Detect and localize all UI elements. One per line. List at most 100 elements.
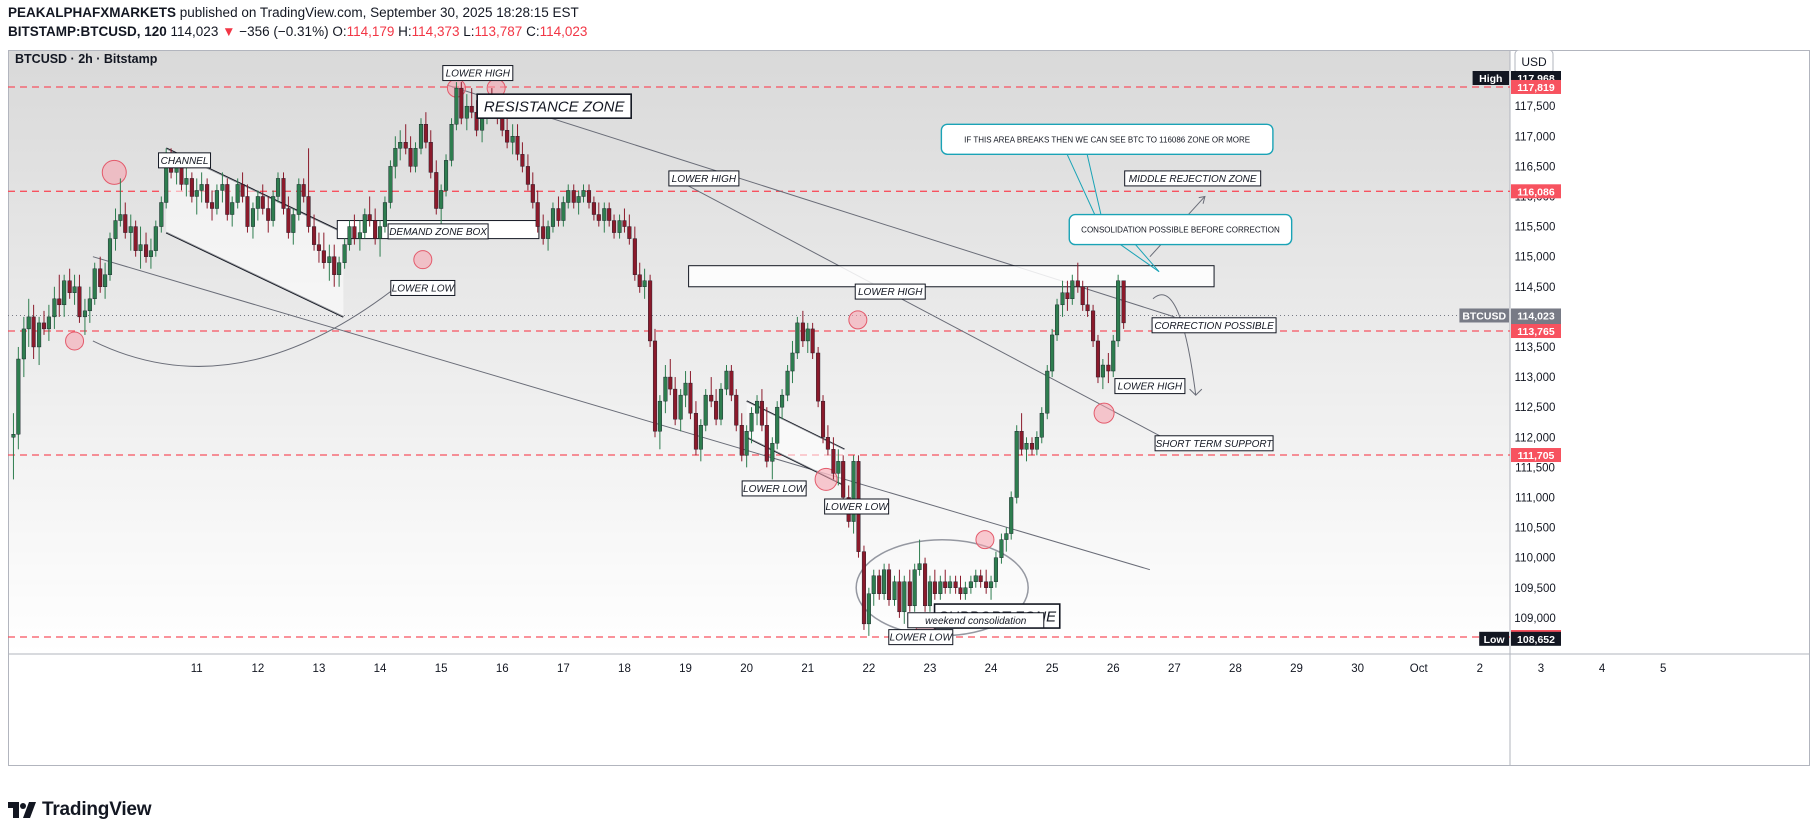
candle-down bbox=[423, 124, 428, 143]
candle-up bbox=[26, 316, 31, 330]
candle-down bbox=[1075, 280, 1080, 287]
time-axis[interactable]: 11 12 13 14 15 16 17 18 19 20 21 22 23 24 25 26 27 28 29 30… bbox=[191, 663, 1667, 675]
time-tick-label: 4 bbox=[1599, 663, 1606, 675]
symbol-name[interactable]: BITSTAMP:BTCUSD, 120 bbox=[8, 24, 167, 39]
pivot-marker bbox=[65, 331, 85, 351]
candle-up bbox=[989, 581, 994, 588]
candle-down bbox=[367, 214, 372, 221]
candle-up bbox=[118, 214, 123, 221]
open-label: O: bbox=[332, 24, 347, 39]
candle-down bbox=[1019, 431, 1024, 450]
price-tick-label: 110,500 bbox=[1515, 523, 1556, 535]
candle-up bbox=[327, 256, 332, 263]
candle-up bbox=[37, 322, 42, 348]
candle-up bbox=[138, 244, 143, 251]
candle-down bbox=[734, 394, 739, 426]
candle-down bbox=[459, 87, 464, 119]
candle-up bbox=[255, 196, 260, 209]
price-tick-label: 113,000 bbox=[1515, 372, 1556, 384]
candle-up bbox=[1009, 497, 1014, 534]
chart-area[interactable]: BTCUSD · 2h · Bitstamp USD RESISTANCE ZO… bbox=[8, 50, 1810, 766]
candle-down bbox=[714, 400, 719, 420]
candle-up bbox=[46, 316, 51, 330]
candle-up bbox=[968, 581, 973, 588]
candle-up bbox=[194, 190, 199, 197]
annotation-box bbox=[824, 498, 890, 515]
candle-down bbox=[978, 575, 983, 582]
candle-down bbox=[535, 202, 540, 227]
pivot-marker bbox=[814, 467, 838, 491]
low-label: L: bbox=[463, 24, 475, 39]
annotation-label: weekend consolidation bbox=[925, 616, 1027, 627]
candle-down bbox=[408, 148, 413, 167]
time-tick-label: 16 bbox=[496, 663, 509, 675]
time-tick-label: 3 bbox=[1538, 663, 1544, 675]
price-badge-value: 116,086 bbox=[1517, 186, 1555, 198]
candle-up bbox=[744, 431, 749, 456]
low-value: 113,787 bbox=[474, 24, 523, 39]
annotation-box bbox=[1154, 435, 1274, 452]
candle-down bbox=[260, 196, 265, 209]
candle-up bbox=[72, 286, 77, 293]
price-badge-tag bbox=[1459, 308, 1509, 323]
pivot-marker bbox=[101, 159, 127, 185]
candle-up bbox=[62, 280, 67, 306]
price-badge-value: 113,765 bbox=[1517, 326, 1555, 338]
candle-up bbox=[805, 328, 810, 342]
candle-down bbox=[1085, 304, 1090, 312]
candle-down bbox=[877, 575, 882, 594]
candle-down bbox=[541, 226, 546, 239]
candle-up bbox=[948, 581, 953, 588]
candle-down bbox=[1091, 310, 1096, 342]
author-name[interactable]: PEAKALPHAFXMARKETS bbox=[8, 5, 177, 20]
candle-down bbox=[434, 172, 439, 209]
candle-up bbox=[275, 178, 281, 197]
candle-up bbox=[510, 136, 515, 143]
time-tick-label: 11 bbox=[191, 663, 203, 675]
candle-up bbox=[882, 569, 887, 594]
price-badge bbox=[1511, 448, 1561, 463]
chart-legend: BTCUSD · 2h · Bitstamp bbox=[15, 52, 158, 66]
pivot-marker bbox=[1093, 402, 1115, 424]
candle-up bbox=[159, 202, 164, 227]
annotation-label: LOWER HIGH bbox=[1118, 382, 1183, 393]
candle-up bbox=[785, 370, 790, 396]
price-badge-tag bbox=[1472, 71, 1509, 85]
candle-down bbox=[240, 184, 245, 197]
candle-down bbox=[225, 184, 230, 215]
price-badge bbox=[1511, 184, 1561, 199]
annotation-box bbox=[888, 629, 954, 646]
price-tick-label: 110,000 bbox=[1515, 553, 1556, 565]
candle-down bbox=[31, 316, 36, 348]
price-axis[interactable]: 109,000 109,500 110,000 110,500 111,000 111,5… bbox=[1514, 101, 1556, 625]
price-badge-label: High bbox=[1479, 73, 1502, 85]
candle-up bbox=[393, 148, 398, 167]
candle-up bbox=[342, 244, 347, 263]
candle-down bbox=[57, 298, 62, 306]
callout-box bbox=[940, 123, 1274, 155]
price-tick-label: 112,500 bbox=[1515, 402, 1556, 414]
candle-down bbox=[958, 587, 963, 594]
price-chart[interactable]: BTCUSD · 2h · Bitstamp USD RESISTANCE ZO… bbox=[8, 50, 1810, 766]
candle-up bbox=[927, 581, 932, 607]
candle-down bbox=[312, 226, 317, 245]
candle-down bbox=[943, 581, 948, 588]
candle-up bbox=[866, 593, 871, 625]
candle-up bbox=[11, 434, 16, 438]
time-tick-label: 28 bbox=[1229, 663, 1242, 675]
candle-up bbox=[993, 557, 998, 582]
candle-down bbox=[520, 154, 525, 167]
candle-up bbox=[657, 400, 662, 432]
candle-down bbox=[189, 178, 194, 197]
candle-up bbox=[418, 124, 424, 149]
time-tick-label: 5 bbox=[1660, 663, 1666, 675]
candle-up bbox=[602, 208, 607, 221]
pivot-marker bbox=[975, 530, 995, 550]
candle-down bbox=[648, 280, 653, 342]
tradingview-brand[interactable]: TradingView bbox=[42, 799, 152, 820]
candle-down bbox=[245, 196, 250, 227]
annotation-box bbox=[158, 152, 212, 169]
candle-up bbox=[617, 220, 622, 233]
candle-up bbox=[296, 184, 301, 215]
